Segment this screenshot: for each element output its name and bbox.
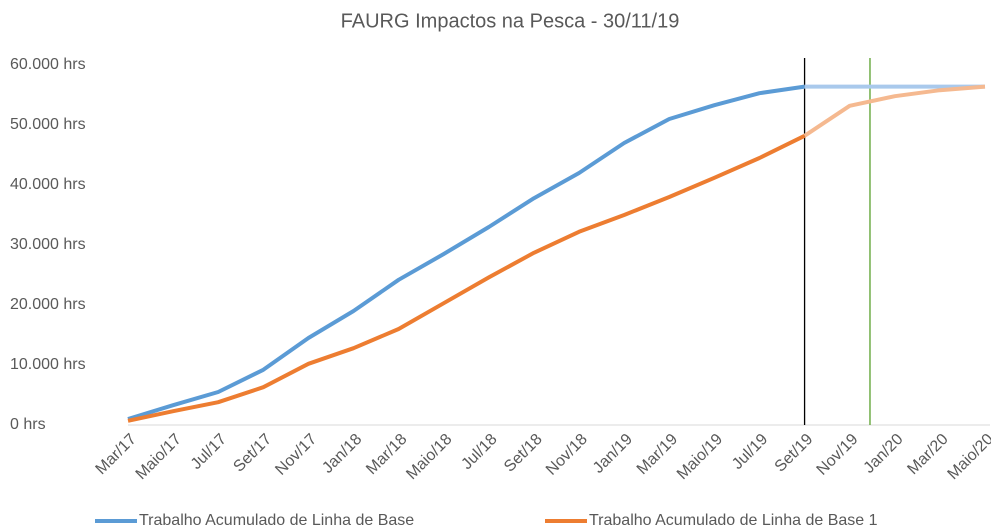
y-tick-label: 30.000 hrs	[10, 236, 86, 253]
x-tick-label: Jan/20	[861, 431, 907, 477]
legend-label: Trabalho Acumulado de Linha de Base 1	[589, 512, 878, 529]
chart-title: FAURG Impactos na Pesca - 30/11/19	[341, 10, 680, 32]
x-tick-label: Jan/19	[590, 431, 636, 477]
y-tick-label: 60.000 hrs	[10, 56, 86, 73]
x-tick-label: Maio/20	[945, 431, 991, 483]
x-tick-label: Jul/18	[458, 431, 500, 473]
x-tick-label: Nov/18	[543, 431, 591, 479]
y-tick-label: 10.000 hrs	[10, 356, 86, 373]
x-tick-label: Jul/17	[188, 431, 230, 473]
x-tick-label: Nov/19	[814, 431, 862, 479]
y-tick-label: 20.000 hrs	[10, 296, 86, 313]
x-tick-label: Nov/17	[272, 431, 320, 479]
x-tick-label: Set/19	[772, 431, 817, 476]
x-tick-label: Maio/19	[674, 431, 726, 483]
x-tick-label: Jul/19	[729, 431, 771, 473]
series-line	[803, 84, 986, 138]
y-tick-label: 50.000 hrs	[10, 116, 86, 133]
series-line	[127, 84, 805, 421]
series-line	[127, 134, 806, 423]
legend-label: Trabalho Acumulado de Linha de Base	[139, 512, 414, 529]
x-tick-label: Set/17	[230, 431, 275, 476]
x-tick-label: Jan/18	[319, 431, 365, 477]
y-tick-label: 0 hrs	[10, 416, 46, 433]
x-tick-label: Set/18	[501, 431, 546, 476]
x-tick-label: Maio/17	[133, 431, 185, 483]
x-tick-label: Maio/18	[403, 431, 455, 483]
y-tick-label: 40.000 hrs	[10, 176, 86, 193]
